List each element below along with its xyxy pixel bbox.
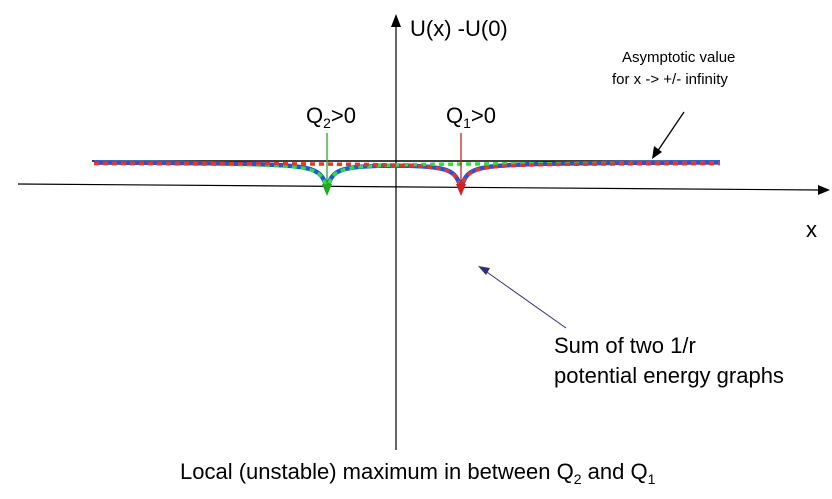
x-axis-label: x [806,217,817,242]
asymptote-pointer [656,111,685,153]
asymptote-annotation-line1: Asymptotic value [622,49,735,66]
caption: Local (unstable) maximum in between Q2 a… [180,459,656,487]
sum-annotation-line1: Sum of two 1/r [554,333,696,358]
sum-pointer-head [478,266,490,275]
x-axis [17,183,821,191]
sum-annotation-line2: potential energy graphs [554,363,784,388]
asymptote-pointer-head [652,146,662,159]
q2-potential-curve [94,161,720,191]
q1-label: Q1>0 [446,103,496,131]
x-axis-arrowhead [818,185,830,195]
q1-arrowhead [456,184,466,196]
sum-pointer [483,269,567,329]
asymptote-annotation-line2: for x -> +/- infinity [612,71,728,88]
q2-arrowhead [322,184,332,196]
y-axis-label: U(x) -U(0) [410,16,508,41]
q2-label: Q2>0 [306,103,356,131]
y-axis-arrowhead [391,14,401,27]
